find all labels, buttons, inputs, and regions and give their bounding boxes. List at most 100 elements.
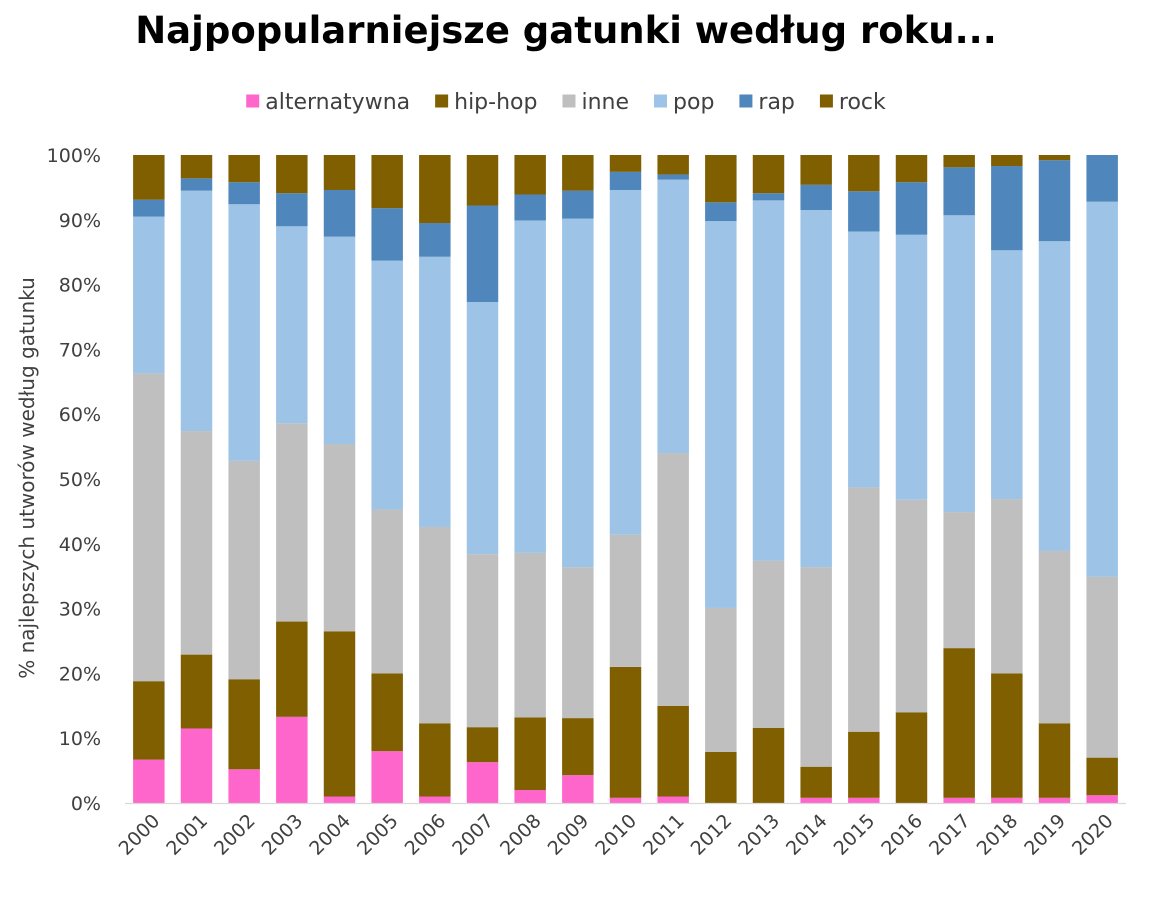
- bar-inne-2012: [705, 607, 737, 752]
- bar-pop-2012: [705, 221, 737, 608]
- x-tick-2004: 2004: [305, 810, 355, 860]
- bar-alternatywna-2003: [276, 716, 308, 803]
- bar-alternatywna-2001: [180, 728, 213, 803]
- bar-inne-2014: [800, 567, 832, 767]
- x-tick-2006: 2006: [401, 810, 451, 860]
- bar-pop-2005: [371, 260, 403, 510]
- bar-rock-2002: [228, 155, 260, 183]
- bar-pop-2018: [991, 250, 1023, 500]
- y-tick-20: 20%: [59, 663, 101, 685]
- bar-inne-2010: [609, 534, 642, 667]
- bar-rock-2019: [1038, 155, 1071, 161]
- bar-pop-2007: [466, 302, 499, 555]
- bar-inne-2011: [657, 453, 689, 706]
- bar-rock-2001: [180, 155, 213, 179]
- x-tick-2015: 2015: [830, 810, 880, 860]
- bar-alternatywna-2015: [848, 797, 880, 803]
- x-tick-2002: 2002: [210, 810, 260, 860]
- bar-pop-2013: [752, 200, 785, 561]
- bar-hip-hop-2002: [228, 679, 260, 770]
- bar-stack-2002: [228, 155, 260, 803]
- bar-alternatywna-2010: [609, 797, 642, 803]
- bar-rap-2004: [323, 189, 356, 237]
- bar-stack-2009: [562, 155, 594, 803]
- bar-rap-2014: [800, 184, 832, 211]
- legend-label-rock: rock: [839, 90, 886, 115]
- y-tick-70: 70%: [59, 339, 101, 361]
- bar-pop-2015: [848, 231, 880, 488]
- x-tick-2005: 2005: [353, 810, 403, 860]
- y-tick-80: 80%: [59, 275, 101, 297]
- bar-rock-2003: [276, 155, 308, 194]
- y-tick-90: 90%: [59, 210, 101, 232]
- bar-rock-2009: [562, 155, 594, 191]
- legend-label-rap: rap: [758, 90, 795, 115]
- bar-hip-hop-2019: [1038, 723, 1071, 798]
- bar-rap-2005: [371, 208, 403, 261]
- bar-rock-2005: [371, 155, 403, 209]
- bar-pop-2011: [657, 179, 689, 454]
- legend-swatch-rap: [739, 94, 753, 108]
- bar-rock-2015: [848, 155, 880, 192]
- bar-alternatywna-2000: [133, 759, 165, 803]
- bar-stack-2003: [276, 155, 308, 803]
- bar-alternatywna-2020: [1086, 795, 1118, 803]
- bar-alternatywna-2014: [800, 797, 832, 803]
- bar-rap-2015: [848, 191, 880, 232]
- bar-hip-hop-2012: [705, 751, 737, 803]
- bar-alternatywna-2004: [323, 796, 356, 803]
- bar-hip-hop-2015: [848, 731, 880, 798]
- bar-hip-hop-2009: [562, 718, 594, 776]
- y-tick-0: 0%: [71, 793, 101, 815]
- bar-alternatywna-2009: [562, 775, 594, 803]
- bar-inne-2007: [466, 554, 499, 728]
- bar-inne-2006: [419, 526, 451, 724]
- legend-item-inne: inne: [562, 90, 629, 115]
- bar-rap-2002: [228, 182, 260, 205]
- bar-rap-2007: [466, 205, 499, 303]
- bar-pop-2001: [180, 190, 213, 432]
- bar-rap-2011: [657, 174, 689, 180]
- bar-stack-2004: [323, 155, 356, 803]
- bar-hip-hop-2006: [419, 723, 451, 797]
- bar-inne-2003: [276, 423, 308, 622]
- bar-rock-2013: [752, 155, 785, 194]
- x-tick-2020: 2020: [1068, 810, 1118, 860]
- bar-hip-hop-2008: [514, 717, 546, 791]
- bar-pop-2020: [1086, 201, 1118, 577]
- bar-inne-2020: [1086, 576, 1118, 758]
- x-tick-2007: 2007: [448, 810, 498, 860]
- bar-stack-2000: [133, 155, 165, 803]
- legend-label-alternatywna: alternatywna: [265, 90, 410, 115]
- bar-rock-2018: [991, 155, 1023, 167]
- bar-stack-2006: [419, 155, 451, 803]
- bar-inne-2002: [228, 460, 260, 680]
- y-tick-40: 40%: [59, 534, 101, 556]
- legend-swatch-inne: [562, 94, 576, 108]
- y-tick-10: 10%: [59, 728, 101, 750]
- bar-pop-2019: [1038, 241, 1071, 551]
- bar-alternatywna-2008: [514, 790, 546, 803]
- x-axis-ticks: 2000200120022003200420052006200720082009…: [115, 810, 1118, 860]
- bar-stack-2013: [752, 155, 785, 803]
- bar-rap-2013: [752, 193, 785, 201]
- bar-stack-2020: [1086, 155, 1118, 803]
- bar-inne-2019: [1038, 550, 1071, 724]
- x-tick-2016: 2016: [877, 810, 927, 860]
- bar-alternatywna-2011: [657, 796, 689, 803]
- x-tick-2019: 2019: [1020, 810, 1070, 860]
- bar-pop-2008: [514, 220, 546, 553]
- bar-inne-2018: [991, 499, 1023, 674]
- bar-hip-hop-2005: [371, 673, 403, 752]
- bar-rap-2009: [562, 190, 594, 219]
- x-tick-2001: 2001: [162, 810, 212, 860]
- bar-inne-2009: [562, 567, 594, 719]
- legend-label-inne: inne: [581, 90, 629, 115]
- bars: [133, 155, 1118, 803]
- bar-rock-2004: [323, 155, 356, 190]
- y-tick-60: 60%: [59, 404, 101, 426]
- bar-alternatywna-2007: [466, 762, 499, 803]
- legend-swatch-rock: [819, 94, 833, 108]
